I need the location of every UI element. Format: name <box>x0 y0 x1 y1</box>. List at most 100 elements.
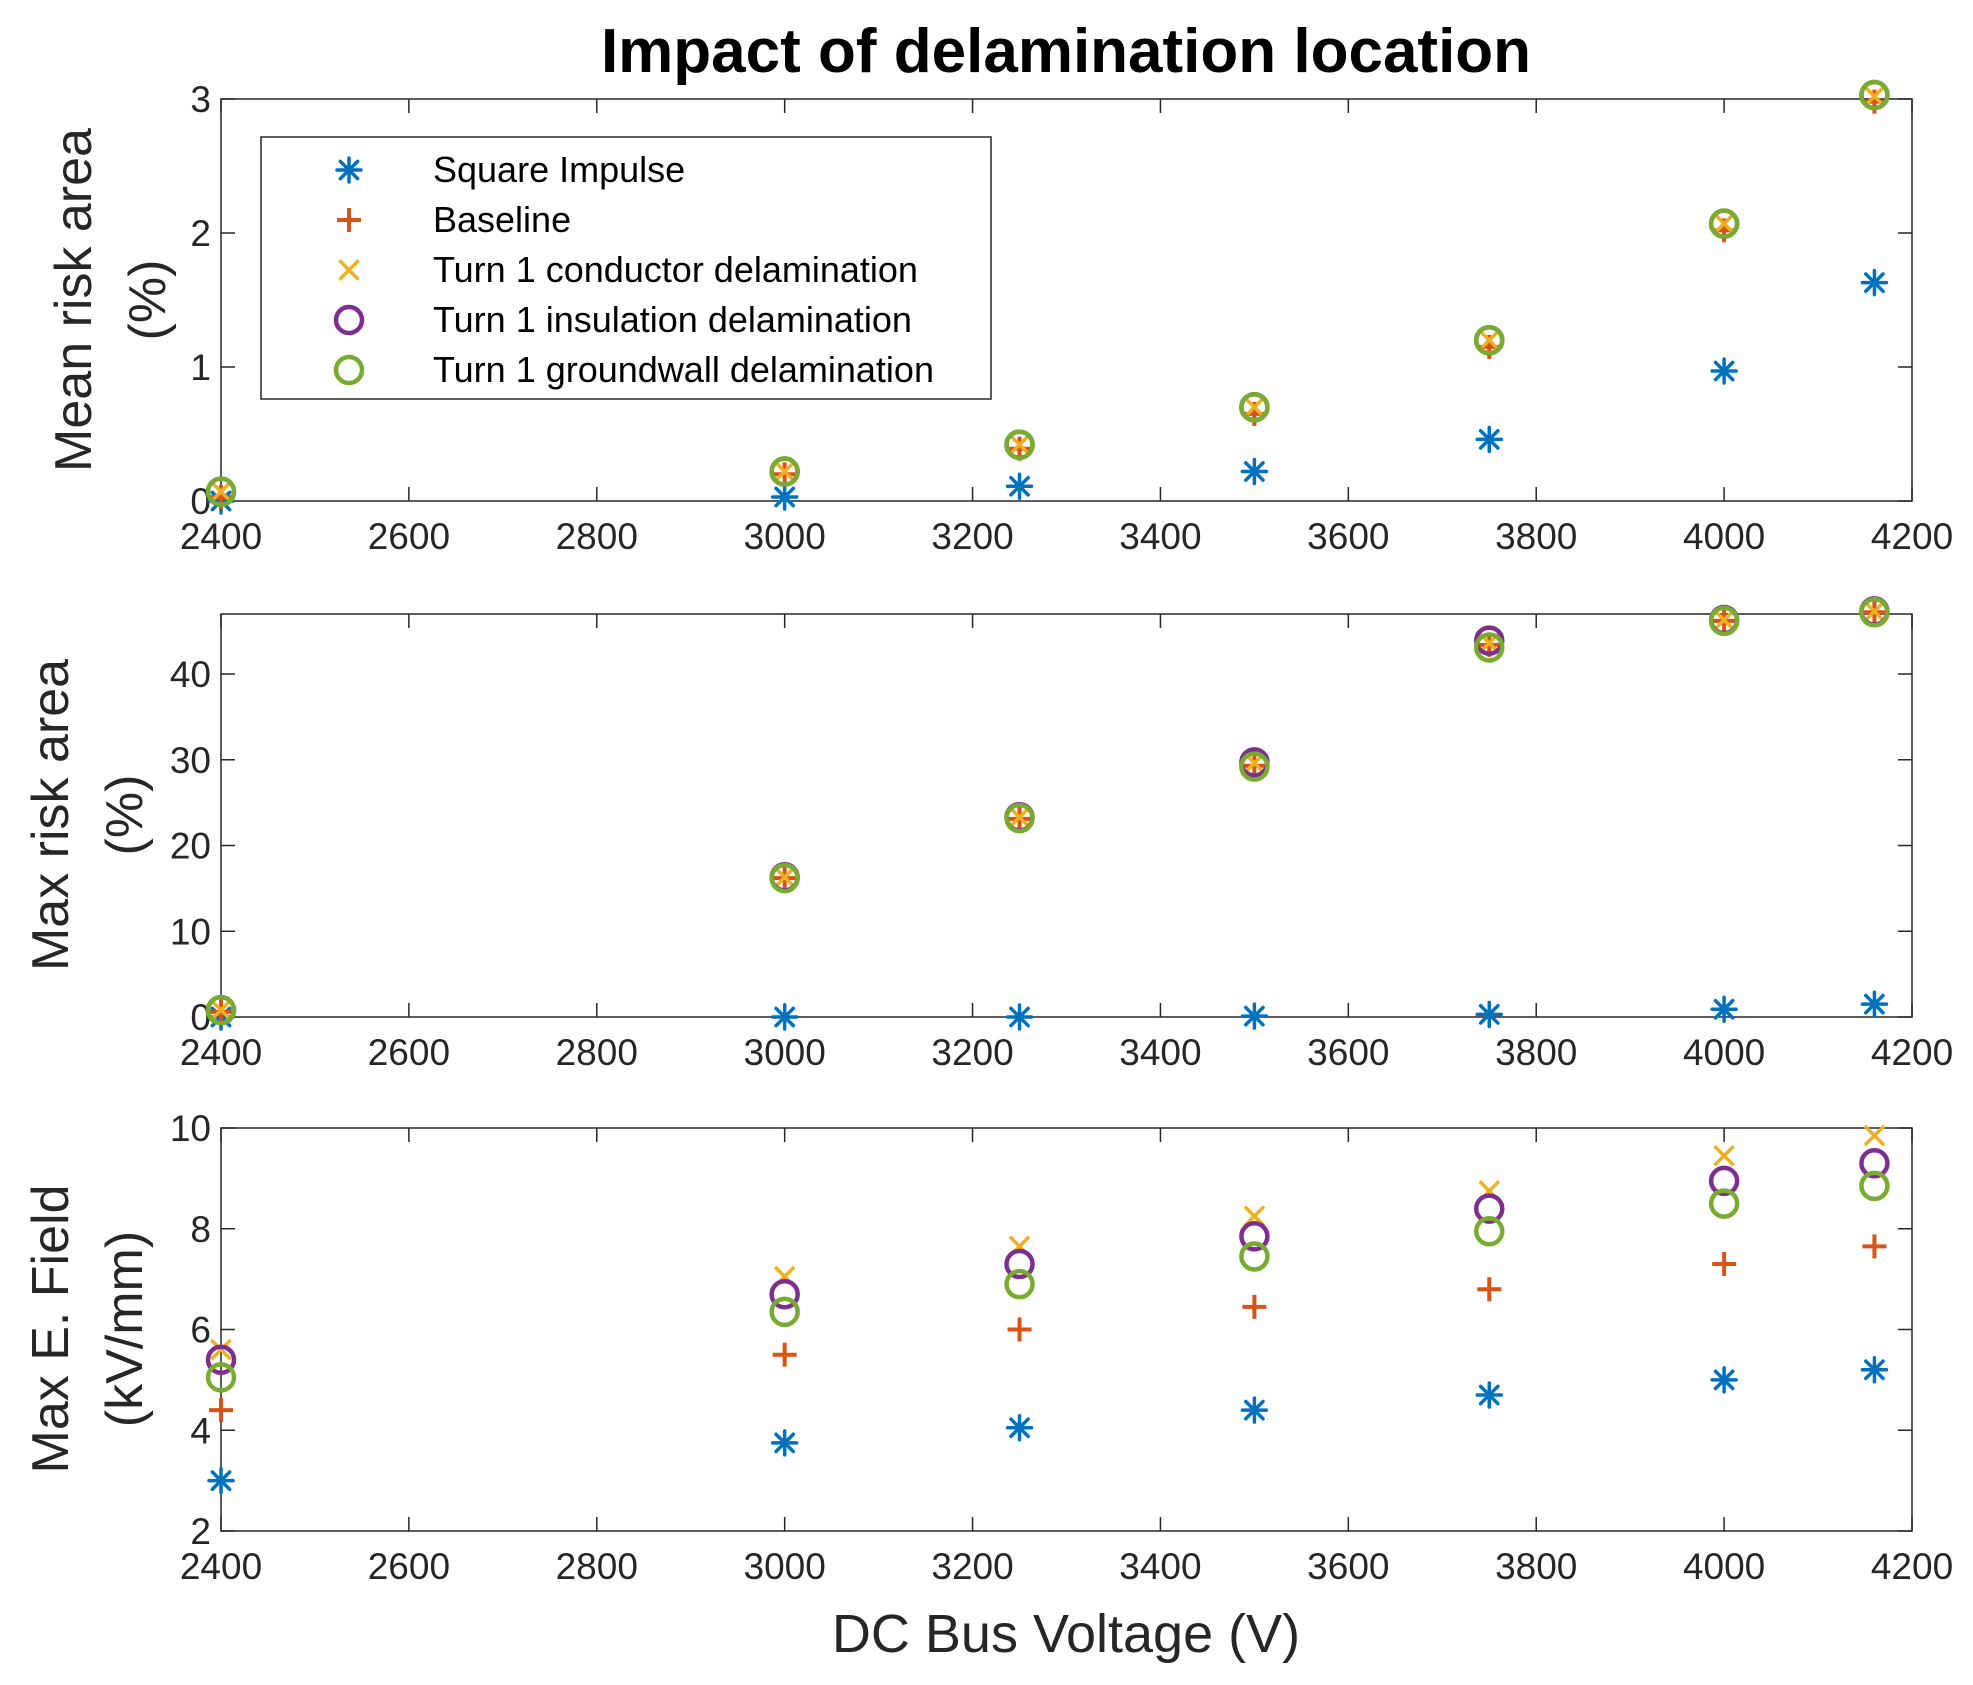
marker-stroke <box>774 486 796 508</box>
y-axis-label-line2-bottom: (kV/mm) <box>96 1231 154 1427</box>
data-point <box>1240 1002 1269 1030</box>
data-point <box>770 1429 799 1457</box>
marker-stroke <box>1009 475 1030 497</box>
x-tick-label: 3400 <box>1119 516 1201 557</box>
y-tick-label: 2 <box>190 213 211 254</box>
data-point <box>1710 357 1738 385</box>
data-point <box>1475 1000 1503 1029</box>
x-tick-label: 2400 <box>180 1546 262 1587</box>
marker-stroke <box>1859 1148 1890 1179</box>
marker-stroke <box>1713 1369 1735 1391</box>
series-turn-1-insulation-delamination <box>205 1148 1890 1375</box>
legend-box <box>260 136 992 400</box>
data-point <box>1474 1216 1505 1247</box>
y-ticks-bottom: 2 4 6 8 10 <box>170 1108 1912 1552</box>
marker-stroke <box>1239 751 1270 782</box>
data-point <box>1859 1170 1890 1202</box>
series-turn-1-groundwall-delamination <box>205 79 1890 507</box>
data-point <box>1004 1248 1035 1280</box>
data-point <box>1008 433 1031 456</box>
marker-stroke <box>1864 1359 1885 1381</box>
data-point <box>1712 1252 1737 1277</box>
x-tick-label: 2800 <box>556 1032 638 1073</box>
marker-stroke <box>1004 1268 1035 1300</box>
y-tick-label: 4 <box>190 1410 211 1451</box>
marker-stroke <box>1009 1417 1030 1439</box>
marker-stroke <box>1708 1188 1740 1219</box>
x-tick-label: 2600 <box>368 516 450 557</box>
marker-stroke <box>1239 391 1270 423</box>
marker-stroke <box>338 159 360 181</box>
y-tick-label: 3 <box>190 79 211 120</box>
data-point <box>773 460 796 483</box>
data-point <box>770 1003 799 1031</box>
subplot-middle: 2400 2600 2800 3000 3200 3400 3600 3800 4000 4200… <box>22 596 1953 1073</box>
data-point <box>773 866 796 889</box>
legend-label: Baseline <box>433 199 571 240</box>
data-point <box>1004 1268 1035 1300</box>
data-point <box>1008 806 1031 829</box>
x-tick-label: 4200 <box>1871 1546 1953 1587</box>
marker-stroke <box>1713 998 1735 1020</box>
subplot-bottom: 2400 2600 2800 3000 3200 3400 3600 3800 4000 4200… <box>22 1108 1953 1587</box>
marker-stroke <box>1859 597 1890 628</box>
y-ticks-middle: 0 10 20 30 40 <box>170 654 1912 1038</box>
legend-entry: Turn 1 groundwall delamination <box>333 349 934 390</box>
data-point <box>1239 751 1270 782</box>
series-turn-1-groundwall-delamination <box>205 1170 1890 1393</box>
y-tick-label: 2 <box>190 1511 211 1552</box>
marker-stroke <box>774 1432 796 1454</box>
legend-label: Turn 1 groundwall delamination <box>433 349 934 390</box>
x-tick-label: 3800 <box>1495 1032 1577 1073</box>
x-tick-label: 3600 <box>1307 516 1389 557</box>
marker-stroke <box>1239 1241 1270 1272</box>
data-point <box>1713 1144 1735 1167</box>
marker-stroke <box>769 1296 800 1328</box>
marker-stroke <box>1713 1144 1735 1167</box>
legend-marker <box>335 156 363 184</box>
marker-stroke <box>1708 208 1740 239</box>
x-tick-label: 2800 <box>556 1546 638 1587</box>
data-point <box>1859 1148 1890 1179</box>
legend-label: Square Impulse <box>433 149 685 190</box>
y-axis-label-line2-middle: (%) <box>96 775 154 856</box>
x-tick-label: 3400 <box>1119 1546 1201 1587</box>
marker-stroke <box>1474 632 1505 663</box>
data-point <box>1710 1366 1738 1394</box>
marker-stroke <box>1713 360 1735 382</box>
legend-label: Turn 1 conductor delamination <box>433 249 918 290</box>
y-tick-label: 8 <box>190 1209 211 1250</box>
y-tick-label: 30 <box>170 740 211 781</box>
marker-stroke <box>1864 993 1885 1015</box>
y-tick-label: 0 <box>190 997 211 1038</box>
marker-stroke <box>773 460 796 483</box>
data-point <box>205 1362 237 1393</box>
data-point <box>770 483 799 511</box>
marker-stroke <box>1243 461 1265 482</box>
x-tick-label: 4000 <box>1683 516 1765 557</box>
marker-stroke <box>210 480 232 503</box>
x-tick-label: 4200 <box>1871 516 1953 557</box>
x-tick-label: 3400 <box>1119 1032 1201 1073</box>
data-point <box>1242 1294 1267 1319</box>
markers-bottom <box>205 1124 1890 1495</box>
marker-stroke <box>1863 1124 1886 1147</box>
y-tick-label: 20 <box>170 826 211 867</box>
data-point <box>210 480 232 503</box>
data-point <box>1005 1003 1034 1031</box>
x-tick-label: 4000 <box>1683 1032 1765 1073</box>
series-baseline <box>209 1234 1887 1423</box>
y-tick-label: 10 <box>170 1108 211 1149</box>
y-tick-label: 40 <box>170 654 211 695</box>
marker-stroke <box>1863 85 1886 108</box>
marker-stroke <box>333 354 365 386</box>
x-tick-label: 3000 <box>744 1546 826 1587</box>
marker-stroke <box>769 1278 800 1310</box>
data-point <box>1005 472 1034 501</box>
data-point <box>1863 1124 1886 1147</box>
y-axis-label-line2-top: (%) <box>119 260 177 341</box>
legend-entries: Square Impulse Baseline Turn 1 conductor d… <box>333 149 934 390</box>
data-point <box>1862 1234 1887 1259</box>
data-point <box>1004 802 1035 834</box>
